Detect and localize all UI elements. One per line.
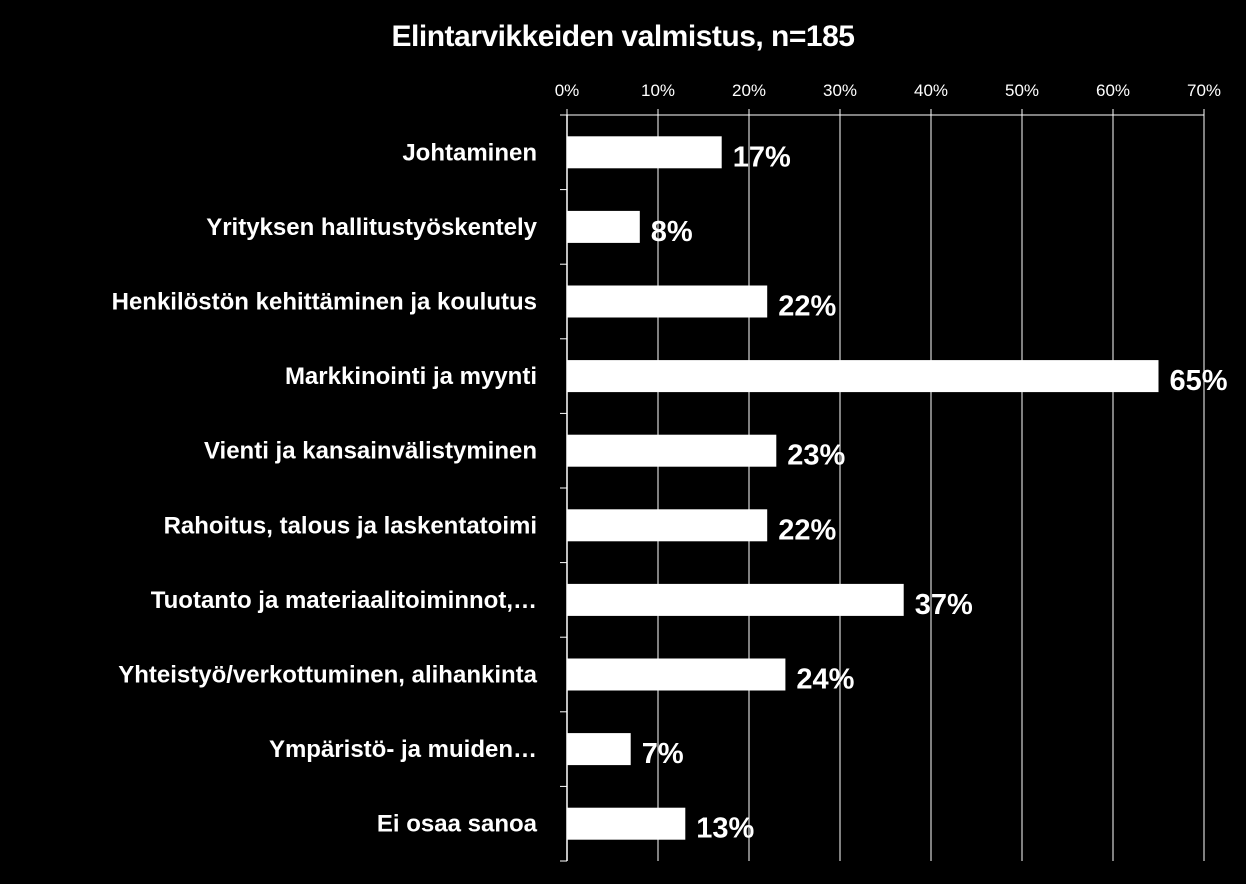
data-label-4: 23% xyxy=(787,440,845,472)
category-label-3: Markkinointi ja myynti xyxy=(285,363,537,390)
category-label-1: Yrityksen hallitustyöskentely xyxy=(206,214,537,241)
data-label-9: 13% xyxy=(696,813,754,845)
tick-label-0: 0% xyxy=(555,81,580,100)
data-label-3: 65% xyxy=(1170,365,1228,397)
bar-7 xyxy=(567,658,786,691)
data-label-7: 24% xyxy=(796,664,854,696)
data-label-8: 7% xyxy=(642,738,684,770)
tick-label-10: 10% xyxy=(641,81,675,100)
tick-label-50: 50% xyxy=(1005,81,1039,100)
tick-label-40: 40% xyxy=(914,81,948,100)
tick-label-60: 60% xyxy=(1096,81,1130,100)
tick-label-30: 30% xyxy=(823,81,857,100)
data-labels: 17% 8% 22% 65% 23% 22% 37% 24% 7% 13% xyxy=(642,141,1228,844)
chart-title: Elintarvikkeiden valmistus, n=185 xyxy=(391,20,855,53)
data-label-5: 22% xyxy=(778,514,836,546)
data-label-0: 17% xyxy=(733,141,791,173)
category-label-4: Vienti ja kansainvälistyminen xyxy=(204,438,537,465)
bar-9 xyxy=(567,807,686,840)
bar-2 xyxy=(567,285,768,318)
data-label-2: 22% xyxy=(778,291,836,323)
bar-6 xyxy=(567,583,904,616)
bar-8 xyxy=(567,733,631,766)
category-labels: Johtaminen Yrityksen hallitustyöskentely H… xyxy=(112,139,538,837)
category-label-2: Henkilöstön kehittäminen ja koulutus xyxy=(112,289,537,316)
tick-label-20: 20% xyxy=(732,81,766,100)
y-axis xyxy=(560,114,1204,862)
bar-1 xyxy=(567,210,640,243)
category-label-8: Ympäristö- ja muiden… xyxy=(269,736,537,763)
bar-4 xyxy=(567,434,777,467)
gridlines xyxy=(657,115,1205,861)
category-label-6: Tuotanto ja materiaalitoiminnot,… xyxy=(151,587,537,614)
category-label-9: Ei osaa sanoa xyxy=(377,811,538,838)
bar-3 xyxy=(567,360,1159,393)
bars xyxy=(567,136,1159,840)
bar-0 xyxy=(567,136,722,169)
x-axis-ticks: 0% 10% 20% 30% 40% 50% 60% 70% xyxy=(555,81,1221,115)
category-label-0: Johtaminen xyxy=(402,139,537,166)
bar-5 xyxy=(567,509,768,542)
category-label-5: Rahoitus, talous ja laskentatoimi xyxy=(164,512,537,539)
tick-label-70: 70% xyxy=(1187,81,1221,100)
category-label-7: Yhteistyö/verkottuminen, alihankinta xyxy=(118,662,537,689)
data-label-6: 37% xyxy=(915,589,973,621)
data-label-1: 8% xyxy=(651,216,693,248)
